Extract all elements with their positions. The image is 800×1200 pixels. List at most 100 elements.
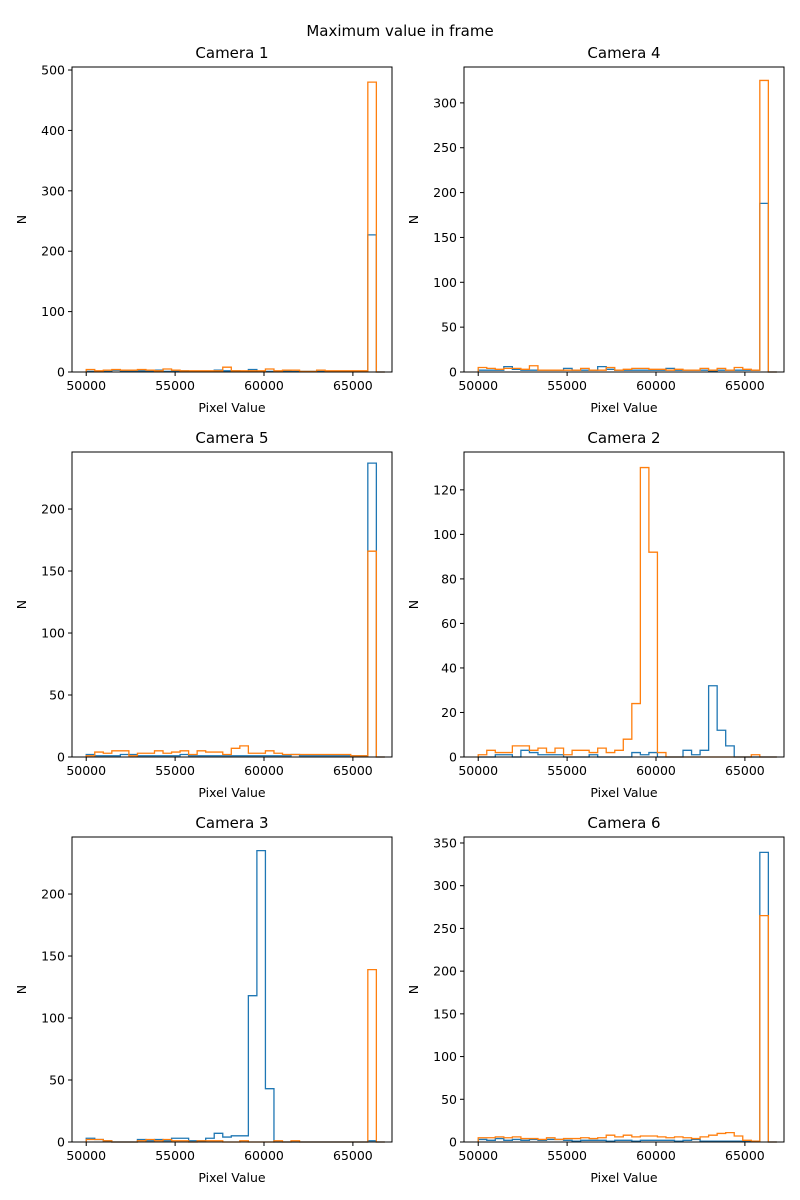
- histogram-series-1: [477, 851, 777, 1143]
- y-tick-label: 150: [41, 949, 65, 964]
- y-tick-label: 500: [41, 63, 65, 78]
- y-tick-label: 0: [449, 1135, 457, 1150]
- y-tick-label: 100: [41, 1011, 65, 1026]
- y-tick-label: 0: [57, 1135, 65, 1150]
- y-tick-label: 0: [449, 750, 457, 765]
- histogram-series-1: [85, 462, 385, 758]
- subplot-title: Camera 6: [587, 814, 660, 832]
- y-tick-label: 50: [49, 1073, 65, 1088]
- subplot-4: 50000 55000 60000 65000 0 20 40 60 80 100 120 Camer…: [406, 429, 785, 800]
- y-tick-label: 100: [41, 626, 65, 641]
- histogram-series-2: [477, 466, 777, 758]
- y-axis-label: N: [406, 215, 421, 224]
- y-tick-label: 300: [433, 95, 457, 110]
- y-tick-label: 0: [449, 365, 457, 380]
- x-tick-label: 60000: [636, 763, 676, 778]
- x-tick-label: 55000: [547, 378, 587, 393]
- y-axis-label: N: [14, 985, 29, 994]
- y-tick-label: 300: [41, 183, 65, 198]
- y-tick-label: 250: [433, 921, 457, 936]
- y-tick-label: 100: [41, 304, 65, 319]
- y-tick-label: 200: [41, 244, 65, 259]
- x-tick-label: 50000: [66, 378, 106, 393]
- y-tick-label: 50: [441, 1092, 457, 1107]
- y-tick-label: 120: [433, 482, 457, 497]
- x-tick-label: 55000: [547, 1148, 587, 1163]
- y-tick-label: 200: [433, 185, 457, 200]
- y-tick-label: 400: [41, 123, 65, 138]
- x-axis-label: Pixel Value: [590, 400, 658, 415]
- subplot-2: 50000 55000 60000 65000 0 50 100 150 200 250 300 Ca…: [406, 44, 785, 415]
- x-axis-label: Pixel Value: [198, 1170, 266, 1185]
- axes-frame: [71, 451, 393, 758]
- histogram-series-2: [477, 79, 777, 373]
- y-tick-label: 40: [441, 660, 457, 675]
- axes-frame: [71, 66, 393, 373]
- x-tick-label: 60000: [636, 378, 676, 393]
- x-tick-label: 55000: [155, 378, 195, 393]
- x-axis-label: Pixel Value: [198, 400, 266, 415]
- y-tick-label: 150: [433, 230, 457, 245]
- x-tick-label: 50000: [458, 378, 498, 393]
- subplot-title: Camera 3: [195, 814, 268, 832]
- histogram-series-1: [477, 202, 777, 373]
- y-tick-label: 20: [441, 705, 457, 720]
- y-tick-label: 200: [41, 502, 65, 517]
- x-tick-label: 50000: [66, 1148, 106, 1163]
- y-axis-label: N: [406, 600, 421, 609]
- x-axis-label: Pixel Value: [590, 1170, 658, 1185]
- y-tick-label: 100: [433, 527, 457, 542]
- x-tick-label: 55000: [547, 763, 587, 778]
- y-tick-label: 200: [41, 887, 65, 902]
- axes-frame: [463, 451, 785, 758]
- y-tick-label: 100: [433, 275, 457, 290]
- histogram-series-2: [85, 969, 385, 1143]
- subplot-1: 50000 55000 60000 65000 0 100 200 300 400 500 Came…: [14, 44, 393, 415]
- x-tick-label: 65000: [333, 1148, 373, 1163]
- x-tick-label: 60000: [244, 378, 284, 393]
- x-tick-label: 65000: [333, 378, 373, 393]
- subplot-title: Camera 5: [195, 429, 268, 447]
- y-tick-label: 300: [433, 878, 457, 893]
- y-axis-label: N: [14, 215, 29, 224]
- x-tick-label: 50000: [458, 763, 498, 778]
- x-tick-label: 55000: [155, 1148, 195, 1163]
- histogram-series-2: [477, 914, 777, 1143]
- histogram-series-2: [85, 550, 385, 758]
- y-tick-label: 0: [57, 750, 65, 765]
- x-tick-label: 65000: [725, 1148, 765, 1163]
- subplot-3: 50000 55000 60000 65000 0 50 100 150 200 Camera 5…: [14, 429, 393, 800]
- x-tick-label: 60000: [244, 763, 284, 778]
- subplot-6: 50000 55000 60000 65000 0 50 100 150 200 250 300 35…: [406, 814, 785, 1185]
- x-tick-label: 60000: [636, 1148, 676, 1163]
- y-tick-label: 50: [441, 320, 457, 335]
- y-tick-label: 350: [433, 835, 457, 850]
- y-tick-label: 150: [433, 1006, 457, 1021]
- y-tick-label: 200: [433, 964, 457, 979]
- axes-frame: [71, 836, 393, 1143]
- y-tick-label: 50: [49, 688, 65, 703]
- y-tick-label: 0: [57, 365, 65, 380]
- x-tick-label: 50000: [458, 1148, 498, 1163]
- x-tick-label: 55000: [155, 763, 195, 778]
- x-tick-label: 50000: [66, 763, 106, 778]
- y-tick-label: 100: [433, 1049, 457, 1064]
- y-tick-label: 60: [441, 616, 457, 631]
- axes-frame: [463, 66, 785, 373]
- histogram-series-1: [85, 849, 385, 1143]
- histogram-series-2: [85, 81, 385, 373]
- x-tick-label: 65000: [725, 763, 765, 778]
- y-tick-label: 80: [441, 571, 457, 586]
- subplot-title: Camera 4: [587, 44, 660, 62]
- x-axis-label: Pixel Value: [198, 785, 266, 800]
- x-axis-label: Pixel Value: [590, 785, 658, 800]
- y-tick-label: 250: [433, 140, 457, 155]
- y-axis-label: N: [14, 600, 29, 609]
- subplot-title: Camera 2: [587, 429, 660, 447]
- subplot-5: 50000 55000 60000 65000 0 50 100 150 200 Camera 3…: [14, 814, 393, 1185]
- x-tick-label: 60000: [244, 1148, 284, 1163]
- y-tick-label: 150: [41, 564, 65, 579]
- histogram-series-1: [85, 234, 385, 373]
- y-axis-label: N: [406, 985, 421, 994]
